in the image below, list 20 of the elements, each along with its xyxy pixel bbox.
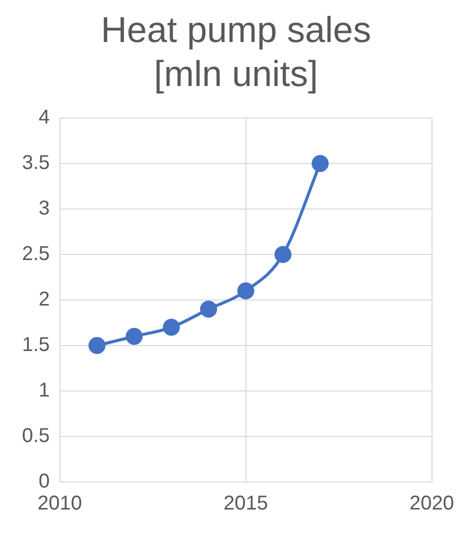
y-tick-label: 4 [38,106,50,129]
point [162,318,180,336]
point [274,246,292,263]
y-tick-label: 2 [38,288,50,311]
chart-title: Heat pump sales [mln units] [100,8,372,96]
y-tick-label: 1 [38,380,50,402]
point [237,282,254,300]
x-tick-label: 2020 [410,492,454,515]
x-tick-label: 2010 [38,492,82,515]
y-tick-label: 1.5 [22,334,50,356]
point [126,328,143,345]
y-tick-label: 2.5 [22,243,50,266]
point [88,337,106,354]
x-tick-label: 2015 [224,492,268,515]
y-tick-label: 0 [38,470,50,493]
point [312,155,329,172]
y-tick-label: 3 [38,198,50,220]
point [200,300,218,318]
y-tick-label: 0.5 [22,425,50,448]
y-tick-label: 3.5 [22,152,50,174]
